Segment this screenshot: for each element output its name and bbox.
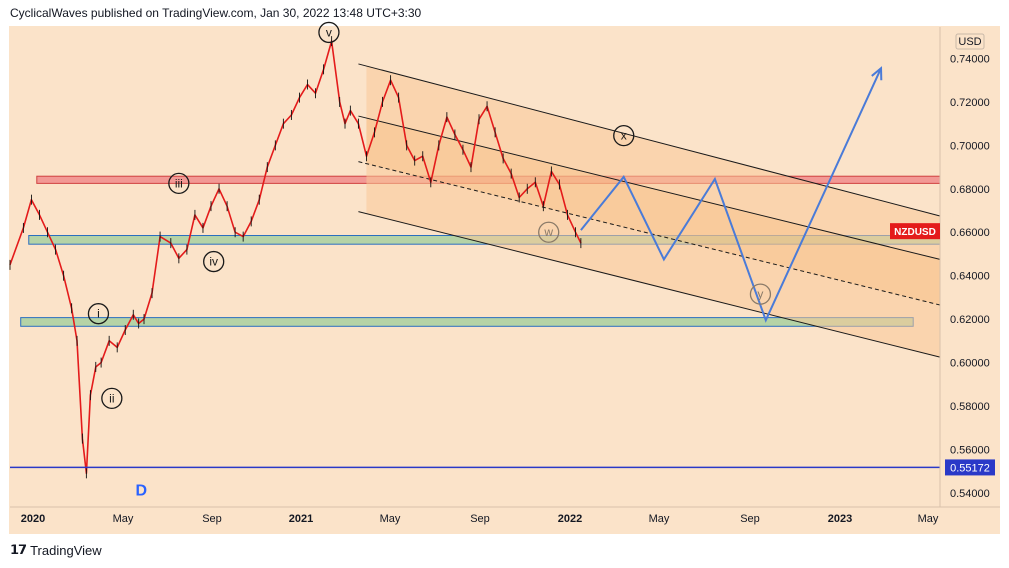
x-tick-label: Sep	[470, 513, 490, 525]
last-price-badge	[945, 459, 995, 476]
last-price-label: 0.55172	[950, 462, 990, 474]
y-tick-label: 0.54000	[950, 488, 990, 500]
x-tick-label: Sep	[202, 513, 222, 525]
wave-label-w: w	[543, 225, 553, 239]
x-tick-label: 2022	[558, 513, 582, 525]
channel-fill	[366, 66, 940, 358]
x-tick-label: 2021	[289, 513, 313, 525]
wave-label-circle	[749, 283, 772, 305]
tradingview-logo-icon: 𝟭𝟳	[10, 542, 27, 557]
wave-label-circle	[538, 221, 560, 243]
y-tick-label: 0.58000	[950, 401, 990, 413]
channel-upper-line	[358, 63, 941, 217]
y-tick-label: 0.72000	[950, 97, 990, 109]
support-zone-2	[20, 317, 914, 327]
wave-label-circle	[101, 387, 123, 410]
brand-label: TradingView	[30, 542, 102, 558]
wave-label-ii: ii	[109, 391, 114, 405]
wave-label-circle	[87, 303, 110, 325]
channel-middle-line	[358, 115, 941, 260]
wave-label-iv: iv	[209, 255, 218, 269]
wave-label-circle	[318, 21, 340, 44]
x-tick-label: May	[113, 513, 134, 525]
x-tick-label: May	[918, 513, 939, 525]
channel-bottom-line	[358, 211, 941, 358]
currency-label: USD	[958, 36, 981, 48]
x-tick-label: 2020	[21, 513, 45, 525]
projection-arrowhead	[871, 66, 883, 81]
publisher-header: CyclicalWaves published on TradingView.c…	[10, 6, 422, 20]
wave-label-i: i	[97, 307, 100, 321]
x-tick-label: 2023	[828, 513, 852, 525]
x-tick-label: Sep	[740, 513, 760, 525]
annotation-label: D	[136, 483, 148, 500]
channel-inner-fill	[366, 118, 940, 306]
y-tick-label: 0.56000	[950, 444, 990, 456]
wave-label-circle	[613, 124, 635, 147]
y-tick-label: 0.66000	[950, 227, 990, 239]
x-tick-label: May	[649, 513, 670, 525]
y-tick-label: 0.68000	[950, 184, 990, 196]
wave-label-v: v	[326, 25, 332, 39]
currency-box	[955, 33, 985, 50]
wave-label-iii: iii	[175, 176, 183, 190]
channel-dashed-line	[358, 161, 941, 306]
y-tick-label: 0.64000	[950, 271, 990, 283]
wave-label-x: x	[621, 129, 627, 143]
x-tick-label: May	[380, 513, 401, 525]
projection-path	[580, 67, 882, 323]
wave-label-circle	[168, 172, 190, 195]
wave-label-circle	[203, 250, 225, 273]
footer-brand[interactable]: 𝟭𝟳 TradingView	[10, 542, 102, 558]
symbol-badge	[890, 223, 940, 240]
y-tick-label: 0.74000	[950, 53, 990, 65]
y-tick-label: 0.60000	[950, 358, 990, 370]
y-tick-label: 0.62000	[950, 314, 990, 326]
wave-label-y: y	[757, 287, 763, 301]
y-tick-label: 0.70000	[950, 140, 990, 152]
symbol-label: NZDUSD	[894, 227, 936, 238]
